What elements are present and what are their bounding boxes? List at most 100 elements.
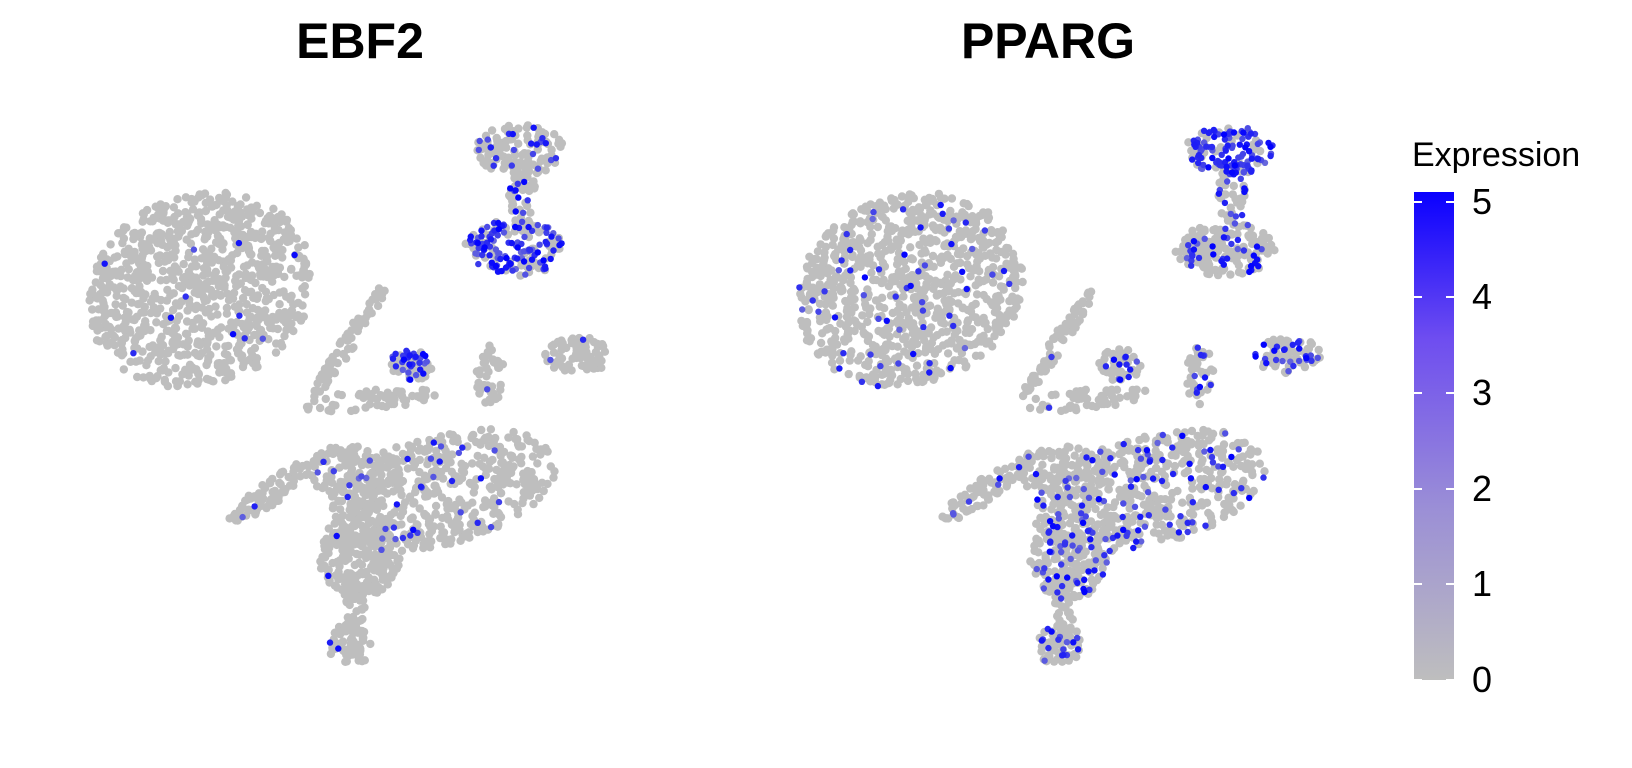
ebf2-cell-point [500, 229, 508, 236]
ebf2-cell-point [270, 251, 280, 260]
ebf2-cell-point [98, 306, 108, 315]
pparg-cell-point [827, 358, 837, 367]
ebf2-cell-point [514, 180, 521, 187]
ebf2-cell-point [519, 209, 527, 216]
ebf2-cell-point [334, 496, 343, 506]
pparg-cell-point [980, 476, 990, 486]
ebf2-cell-point [169, 203, 179, 212]
ebf2-cell-point [468, 459, 477, 468]
ebf2-cell-point [292, 313, 301, 322]
pparg-cell-point [861, 255, 870, 265]
pparg-cell-point [1222, 430, 1229, 437]
pparg-cell-point [847, 347, 856, 356]
ebf2-cell-point [114, 324, 123, 333]
pparg-cell-point [828, 240, 837, 250]
ebf2-cell-point [397, 520, 406, 529]
pparg-cell-point [899, 257, 909, 267]
ebf2-cell-point [153, 372, 162, 381]
ebf2-cell-point [289, 300, 298, 309]
ebf2-cell-point [414, 477, 423, 486]
ebf2-cell-point [280, 331, 289, 341]
pparg-cell-point [1239, 150, 1247, 158]
pparg-cell-point [1030, 371, 1039, 381]
ebf2-cell-point [585, 334, 594, 343]
pparg-cell-point [1207, 474, 1216, 483]
ebf2-cell-point [182, 293, 189, 300]
ebf2-cell-point [119, 365, 128, 374]
ebf2-cell-point [382, 525, 389, 533]
pparg-cell-point [1092, 557, 1099, 564]
pparg-cell-point [1230, 480, 1240, 489]
ebf2-cell-point [343, 526, 352, 536]
pparg-cell-point [1037, 483, 1046, 492]
pparg-cell-point [884, 357, 893, 366]
ebf2-cell-point [112, 286, 121, 295]
pparg-cell-point [906, 276, 915, 285]
ebf2-cell-point [279, 287, 288, 296]
ebf2-cell-point [371, 579, 380, 588]
pparg-cell-point [1184, 528, 1191, 536]
ebf2-cell-point [475, 260, 482, 268]
pparg-cell-point [949, 510, 957, 517]
pparg-cell-point [1131, 503, 1139, 510]
pparg-cell-point [1069, 322, 1078, 331]
ebf2-cell-point [350, 538, 360, 547]
pparg-cell-point [1038, 489, 1045, 496]
pparg-cell-point [1074, 301, 1083, 310]
pparg-cell-point [802, 262, 812, 271]
ebf2-cell-point [151, 348, 160, 357]
pparg-cell-point [919, 234, 928, 243]
pparg-cell-point [976, 351, 985, 360]
pparg-cell-point [928, 251, 938, 261]
pparg-cell-point [802, 336, 812, 345]
pparg-cell-point [989, 271, 996, 278]
ebf2-cell-point [509, 267, 516, 274]
ebf2-cell-point [363, 546, 373, 555]
ebf2-cell-point [229, 331, 237, 338]
pparg-cell-point [903, 376, 913, 386]
ebf2-cell-point [179, 259, 188, 269]
pparg-cell-point [1229, 142, 1236, 149]
ebf2-cell-point [194, 376, 203, 385]
ebf2-cell-point [476, 137, 483, 145]
ebf2-cell-point [241, 496, 250, 505]
ebf2-cell-point [390, 468, 399, 478]
ebf2-cell-point [335, 463, 344, 472]
pparg-cell-point [1057, 623, 1067, 632]
ebf2-cell-point [325, 572, 332, 579]
ebf2-cell-point [151, 213, 160, 223]
ebf2-cell-point [523, 435, 532, 445]
ebf2-cell-point [543, 229, 550, 236]
pparg-cell-point [1140, 481, 1149, 490]
pparg-cell-point [886, 243, 896, 252]
ebf2-cell-point [251, 233, 260, 243]
ebf2-cell-point [494, 393, 503, 402]
pparg-cell-point [1066, 493, 1074, 501]
pparg-cell-point [1055, 616, 1064, 625]
ebf2-cell-point [188, 318, 197, 328]
pparg-cell-point [1063, 531, 1072, 540]
ebf2-cell-point [354, 314, 363, 323]
ebf2-cell-point [177, 297, 186, 306]
ebf2-cell-point [374, 567, 383, 576]
ebf2-cell-point [543, 224, 550, 231]
pparg-cell-point [1008, 475, 1017, 485]
ebf2-cell-point [445, 430, 454, 439]
ebf2-cell-point [525, 223, 532, 231]
pparg-cell-point [979, 290, 988, 300]
pparg-cell-point [1066, 623, 1075, 632]
pparg-cell-point [1153, 504, 1162, 513]
ebf2-cell-point [541, 349, 550, 359]
ebf2-cell-point [300, 282, 309, 291]
pparg-cell-point [1140, 473, 1147, 481]
pparg-cell-point [845, 326, 854, 335]
pparg-cell-point [813, 349, 823, 358]
ebf2-cell-point [355, 616, 364, 626]
pparg-cell-point [1187, 438, 1196, 447]
pparg-cell-point [877, 293, 887, 302]
ebf2-cell-point [491, 433, 500, 443]
ebf2-cell-point [542, 265, 549, 272]
ebf2-cell-point [407, 376, 414, 383]
ebf2-cell-point [241, 269, 250, 278]
ebf2-cell-point [415, 455, 424, 465]
